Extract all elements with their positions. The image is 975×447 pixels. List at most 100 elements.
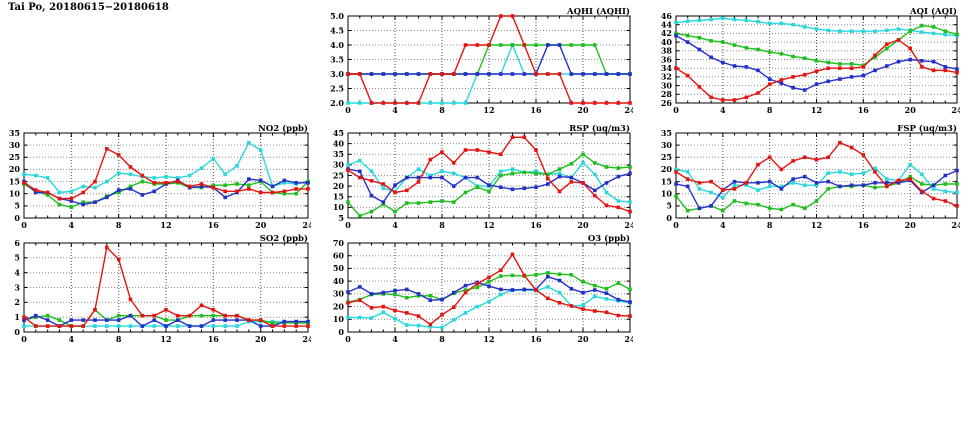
svg-text:3: 3 [14,282,20,292]
svg-text:20: 20 [577,105,589,115]
svg-text:0: 0 [14,327,20,337]
svg-text:6: 6 [14,238,20,248]
chart-aqhi: 0 4 8 12 16 20 24 2.0 2.5 3.0 3.5 4.0 4.5 5.0 AQHI (A… [322,6,633,116]
svg-text:3.0: 3.0 [330,69,344,79]
chart-aqi: 0 4 8 12 16 20 24 26 28 30 32 34 36 38 40 42 44 46 AQI (A… [650,6,960,116]
svg-text:16: 16 [530,334,542,344]
svg-text:50: 50 [333,263,345,273]
svg-text:16: 16 [530,220,542,230]
svg-text:0: 0 [345,334,351,344]
svg-text:30: 30 [333,160,345,170]
svg-text:5: 5 [14,201,20,211]
svg-text:4: 4 [392,105,398,115]
svg-text:16: 16 [530,105,542,115]
svg-text:3.5: 3.5 [330,54,344,64]
svg-text:1: 1 [14,312,20,322]
svg-text:10: 10 [333,314,345,324]
svg-text:24: 24 [624,105,633,115]
svg-text:16: 16 [208,334,220,344]
svg-text:16: 16 [858,220,870,230]
svg-text:0: 0 [21,220,27,230]
svg-text:38: 38 [661,46,673,56]
svg-text:34: 34 [661,63,673,73]
svg-text:8: 8 [439,105,445,115]
svg-text:15: 15 [333,192,344,202]
svg-text:0: 0 [673,220,679,230]
svg-text:0: 0 [21,334,27,344]
svg-text:12: 12 [160,220,171,230]
svg-text:40: 40 [333,276,345,286]
svg-text:4: 4 [69,334,75,344]
svg-text:4: 4 [392,334,398,344]
svg-text:8: 8 [439,334,445,344]
chart-rsp: 0 4 8 12 16 20 24 5 10 15 20 25 30 35 40 45 RSP (ug/m3) [322,123,633,231]
svg-text:30: 30 [333,289,345,299]
svg-text:20: 20 [255,220,267,230]
svg-text:46: 46 [661,11,673,21]
chart-o3-title: O3 (ppb) [587,234,630,244]
chart-so2: 0 4 8 12 16 20 24 0 1 2 3 4 5 6 SO2 (ppb) [0,233,311,345]
svg-text:25: 25 [661,152,672,162]
svg-text:42: 42 [661,28,672,38]
chart-canvas-aqhi: 0 4 8 12 16 20 24 2.0 2.5 3.0 3.5 4.0 4.5 5.0 [330,11,633,115]
svg-text:32: 32 [661,72,672,82]
svg-text:40: 40 [333,138,345,148]
svg-text:16: 16 [208,220,220,230]
chart-o3: 0 4 8 12 16 20 24 0 10 20 30 40 50 60 70 O3 (ppb) [322,233,633,345]
svg-text:25: 25 [9,152,20,162]
svg-text:5: 5 [14,253,20,263]
svg-text:0: 0 [345,105,351,115]
svg-text:4: 4 [720,105,726,115]
svg-text:70: 70 [333,238,345,248]
svg-text:5: 5 [338,213,344,223]
svg-text:28: 28 [661,89,673,99]
svg-text:60: 60 [333,251,345,261]
chart-no2: 0 4 8 12 16 20 24 0 5 10 15 20 25 30 35 NO2 (ppb) [0,123,311,231]
svg-text:35: 35 [661,128,672,138]
svg-text:24: 24 [302,334,311,344]
svg-text:12: 12 [483,334,494,344]
svg-text:2: 2 [14,297,20,307]
svg-text:12: 12 [160,334,171,344]
chart-no2-title: NO2 (ppb) [258,124,308,134]
svg-text:30: 30 [661,80,673,90]
chart-so2-title: SO2 (ppb) [259,234,308,244]
svg-text:20: 20 [577,334,589,344]
chart-aqi-title: AQI (AQI) [910,7,957,17]
svg-text:20: 20 [905,105,917,115]
svg-text:4: 4 [720,220,726,230]
svg-text:5: 5 [666,201,672,211]
svg-text:30: 30 [661,140,673,150]
chart-fsp: 0 4 8 12 16 20 24 0 5 10 15 20 25 30 35 FSP (ug/m3) [650,123,960,231]
svg-text:20: 20 [333,301,345,311]
svg-text:4: 4 [14,268,20,278]
svg-text:20: 20 [255,334,267,344]
chart-fsp-title: FSP (ug/m3) [897,124,957,134]
svg-text:35: 35 [333,149,344,159]
svg-text:20: 20 [577,220,589,230]
svg-text:2.5: 2.5 [330,83,344,93]
svg-text:24: 24 [951,220,960,230]
svg-text:45: 45 [333,128,344,138]
svg-text:24: 24 [624,220,633,230]
svg-text:15: 15 [661,176,672,186]
chart-aqhi-title: AQHI (AQHI) [566,7,630,17]
svg-text:12: 12 [811,220,822,230]
svg-text:0: 0 [345,220,351,230]
svg-text:16: 16 [858,105,870,115]
svg-text:8: 8 [116,334,122,344]
svg-text:4: 4 [69,220,75,230]
svg-text:8: 8 [767,220,773,230]
svg-text:20: 20 [661,164,673,174]
svg-text:0: 0 [14,213,20,223]
page-title: Tai Po, 20180615−20180618 [8,2,169,13]
svg-text:5.0: 5.0 [330,11,344,21]
svg-text:20: 20 [905,220,917,230]
svg-text:35: 35 [9,128,20,138]
svg-text:4: 4 [392,220,398,230]
